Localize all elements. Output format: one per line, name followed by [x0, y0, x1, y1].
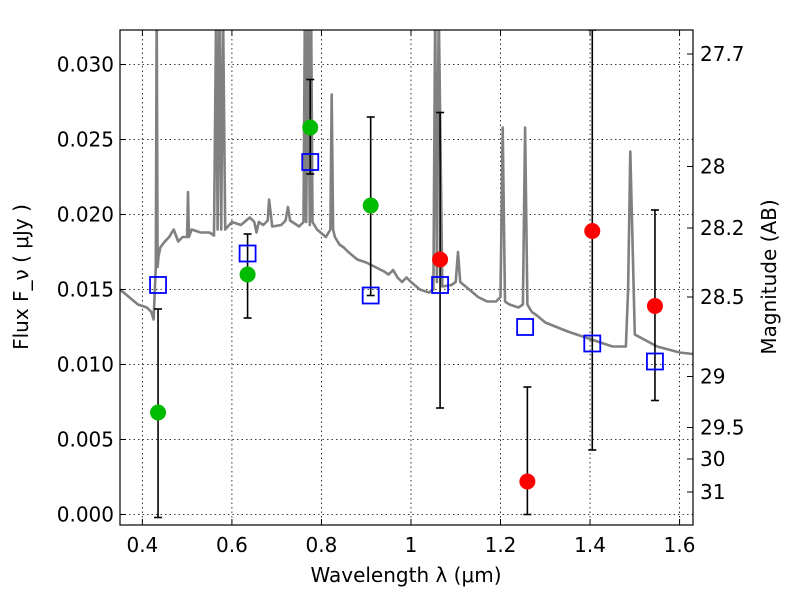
y-axis-label-right: Magnitude (AB): [757, 199, 781, 354]
y-tick-label: 0.010: [57, 353, 114, 377]
y-tick-label: 0.025: [57, 128, 114, 152]
y-right-tick-label: 28: [700, 155, 725, 179]
observed-flux-point: [362, 197, 379, 214]
upper-limit-point: [432, 251, 449, 268]
y-right-tick-label: 29.5: [700, 416, 745, 440]
model-flux-marker: [361, 286, 380, 305]
y-tick-label: 0.030: [57, 53, 114, 77]
y-tick-label: 0.015: [57, 278, 114, 302]
model-flux-marker: [583, 334, 602, 353]
template-spectrum-line: [120, 30, 693, 356]
x-tick-label: 1.6: [664, 533, 696, 557]
y-right-tick-label: 29: [700, 365, 725, 389]
model-flux-marker: [238, 244, 257, 263]
x-tick-label: 1.4: [574, 533, 606, 557]
observed-flux-point: [150, 404, 167, 421]
y-right-tick-label: 28.2: [700, 216, 745, 240]
x-tick-label: 0.4: [126, 533, 158, 557]
y-tick-label: 0.005: [57, 428, 114, 452]
observed-flux-point: [302, 119, 319, 136]
y-tick-label: 0.020: [57, 203, 114, 227]
plot-frame: [119, 29, 694, 526]
x-tick-label: 1: [405, 533, 418, 557]
axis-layer: 0.4 0.6 0.8 1 1.2 1.4 1.6 0.000 0.005 0.010 0.015 0…: [57, 30, 745, 557]
y-axis-label: Flux F_ν ( μJy ): [9, 204, 33, 350]
y-tick-label: 0.000: [57, 503, 114, 527]
model-flux-marker: [149, 276, 167, 294]
x-tick-label: 0.6: [216, 533, 248, 557]
model-flux-marker: [646, 352, 664, 371]
x-tick-label: 1.2: [485, 533, 517, 557]
model-flux-marker: [301, 153, 320, 171]
upper-limit-point: [646, 298, 663, 314]
model-flux-marker: [431, 276, 449, 294]
model-flux-marker: [516, 318, 535, 336]
y-right-tick-label: 27.7: [700, 42, 745, 66]
observed-flux-point: [239, 266, 256, 283]
x-axis-label: Wavelength λ (μm): [310, 563, 501, 587]
y-right-tick-label: 28.5: [700, 285, 745, 309]
y-right-tick-label: 30: [700, 447, 725, 471]
data-layer: [120, 30, 693, 519]
upper-limit-point: [584, 223, 601, 239]
plot-area: [120, 30, 693, 519]
y-right-tick-label: 31: [700, 480, 725, 504]
upper-limit-point: [519, 473, 536, 490]
x-tick-label: 0.8: [306, 533, 338, 557]
